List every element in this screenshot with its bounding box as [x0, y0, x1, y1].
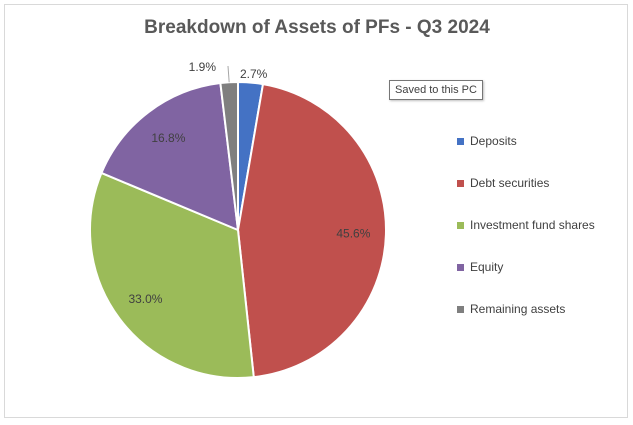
- legend-label-investment-fund-shares: Investment fund shares: [470, 218, 595, 232]
- legend-item-investment-fund-shares: Investment fund shares: [457, 204, 595, 246]
- chart-area[interactable]: Breakdown of Assets of PFs - Q3 2024 2.7…: [4, 4, 628, 418]
- legend-label-remaining-assets: Remaining assets: [470, 302, 566, 316]
- legend-swatch-deposits: [457, 137, 464, 145]
- legend-label-debt-securities: Debt securities: [470, 176, 550, 190]
- legend-label-deposits: Deposits: [470, 134, 517, 148]
- legend-item-debt-securities: Debt securities: [457, 162, 595, 204]
- leader-line-remaining-assets: [227, 65, 230, 83]
- data-label-equity: 16.8%: [151, 131, 185, 145]
- legend-swatch-investment-fund-shares: [457, 221, 464, 229]
- pie-slice-investment-fund-shares[interactable]: [89, 171, 255, 379]
- pie-slice-debt-securities[interactable]: [236, 82, 387, 379]
- data-label-deposits: 2.7%: [240, 67, 268, 81]
- legend-swatch-remaining-assets: [457, 305, 464, 313]
- data-label-investment-fund-shares: 33.0%: [128, 292, 162, 306]
- pie-slice-equity[interactable]: [100, 81, 240, 232]
- leader-lines: [227, 65, 230, 83]
- legend-swatch-equity: [457, 263, 464, 271]
- legend-item-remaining-assets: Remaining assets: [457, 288, 595, 330]
- legend-item-equity: Equity: [457, 246, 595, 288]
- pie-chart[interactable]: 2.7% 45.6% 33.0% 16.8% 1.9%: [5, 5, 629, 419]
- pie-slice-remaining-assets[interactable]: [219, 80, 239, 231]
- legend-item-deposits: Deposits: [457, 120, 595, 162]
- save-status-tooltip: Saved to this PC: [389, 80, 483, 100]
- pie-slices: [89, 80, 387, 379]
- data-label-remaining-assets: 1.9%: [189, 60, 217, 74]
- legend-swatch-debt-securities: [457, 179, 464, 187]
- chart-title: Breakdown of Assets of PFs - Q3 2024: [144, 17, 490, 38]
- data-label-debt-securities: 45.6%: [336, 227, 370, 241]
- data-labels: 2.7% 45.6% 33.0% 16.8% 1.9%: [128, 60, 370, 306]
- legend: Deposits Debt securities Investment fund…: [457, 120, 595, 330]
- legend-label-equity: Equity: [470, 260, 504, 274]
